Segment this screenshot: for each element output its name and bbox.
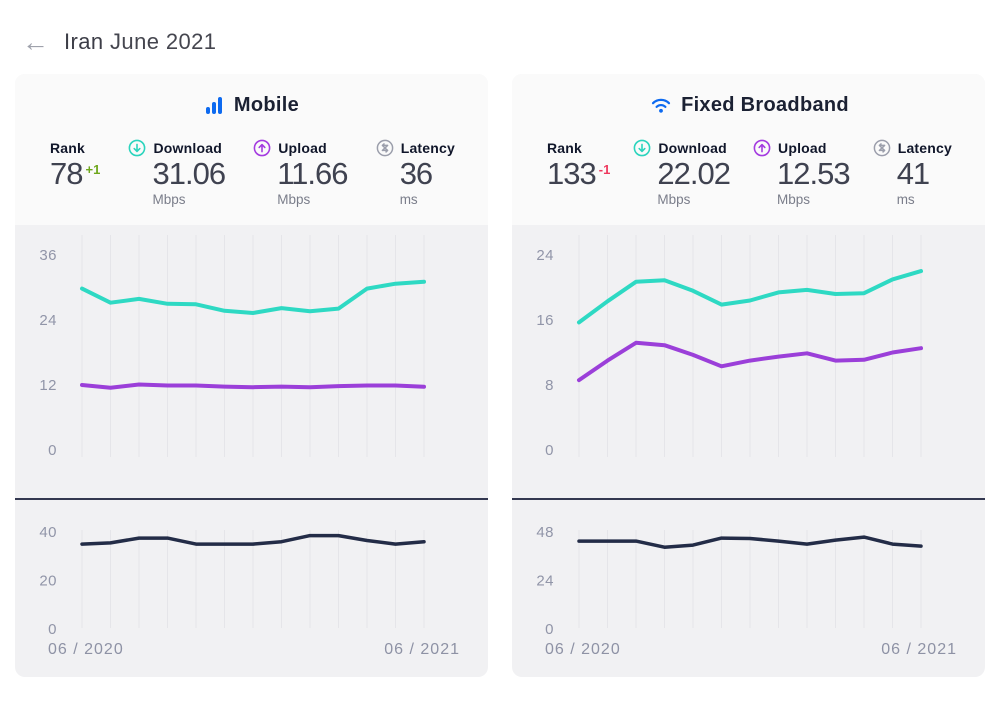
download-value: 22.02 [657,156,731,191]
fixed-charts: 24 16 8 0 48 24 0 06 / 2020 06 / 2021 [512,225,985,677]
mobile-stats-row: Rank 78 +1 Download 31.06 [50,139,455,207]
upload-value: 11.66 [277,156,348,191]
card-title-label: Fixed Broadband [681,93,849,116]
location-name: Iran [64,29,104,54]
period-label: June 2021 [110,29,217,54]
upload-unit: Mbps [277,192,311,207]
back-arrow-icon[interactable]: ← [22,27,49,57]
mobile-signal-bars-icon [205,96,225,114]
mobile-latency-chart: 40 20 0 06 / 2020 06 / 2021 [39,524,460,658]
svg-text:48: 48 [536,524,554,541]
stat-latency: Latency 36 ms [376,139,455,207]
stat-label: Download [153,140,222,156]
download-unit: Mbps [152,192,186,207]
latency-value: 36 [399,156,433,191]
latency-unit: ms [896,192,915,207]
rank-delta-badge: -1 [598,162,611,177]
stat-label: Upload [778,140,827,156]
svg-text:0: 0 [48,621,57,638]
svg-text:06 / 2021: 06 / 2021 [881,641,957,658]
fixed-latency-chart: 48 24 0 06 / 2020 06 / 2021 [536,524,957,658]
stat-label: Rank [50,140,86,156]
page-title: Iran June 2021 [64,29,216,55]
upload-unit: Mbps [777,192,811,207]
fixed-card-header: Fixed Broadband Rank 133 -1 [512,74,985,225]
latency-value: 41 [896,156,930,191]
upload-arrow-icon [253,139,271,157]
svg-text:24: 24 [39,312,57,329]
svg-text:0: 0 [48,442,57,459]
svg-text:12: 12 [39,377,57,394]
latency-ping-icon [376,139,394,157]
svg-text:06 / 2021: 06 / 2021 [384,641,460,658]
stat-label: Upload [278,140,327,156]
svg-text:20: 20 [39,573,57,590]
svg-text:0: 0 [545,442,554,459]
fixed-latency-section: 48 24 0 06 / 2020 06 / 2021 [512,498,985,677]
stat-latency: Latency 41 ms [873,139,952,207]
fixed-broadband-card: Fixed Broadband Rank 133 -1 [512,74,985,677]
download-unit: Mbps [657,192,691,207]
stat-upload: Upload 12.53 Mbps [753,139,851,207]
svg-text:24: 24 [536,573,554,590]
svg-text:06 / 2020: 06 / 2020 [545,641,621,658]
svg-text:36: 36 [39,247,57,264]
mobile-card: Mobile Rank 78 +1 [15,74,488,677]
svg-text:0: 0 [545,621,554,638]
latency-ping-icon [873,139,891,157]
mobile-card-title: Mobile [50,92,455,118]
fixed-speed-chart: 24 16 8 0 [536,235,923,459]
svg-text:24: 24 [536,247,554,264]
download-arrow-icon [633,139,651,157]
fixed-stats-row: Rank 133 -1 Download 22.02 [547,139,952,207]
upload-value: 12.53 [777,156,851,191]
mobile-speed-chart: 36 24 12 0 [39,235,426,459]
stat-download: Download 31.06 Mbps [128,139,226,207]
stat-label: Latency [897,140,952,156]
mobile-charts: 36 24 12 0 40 20 0 06 / 2020 06 / 2021 [15,225,488,677]
wifi-icon [650,97,672,114]
rank-value: 133 [547,156,597,191]
cards-row: Mobile Rank 78 +1 [15,74,985,677]
svg-text:16: 16 [536,312,554,329]
stat-label: Rank [547,140,583,156]
fixed-card-title: Fixed Broadband [547,92,952,118]
stat-rank: Rank 133 -1 [547,139,610,207]
svg-text:40: 40 [39,524,57,541]
stat-download: Download 22.02 Mbps [633,139,731,207]
download-value: 31.06 [152,156,226,191]
rank-value: 78 [50,156,83,191]
mobile-latency-section: 40 20 0 06 / 2020 06 / 2021 [15,498,488,677]
download-arrow-icon [128,139,146,157]
stat-label: Download [658,140,727,156]
stat-rank: Rank 78 +1 [50,139,100,207]
rank-delta-badge: +1 [85,162,101,177]
latency-unit: ms [399,192,418,207]
page-header: ← Iran June 2021 [0,0,1000,62]
svg-text:8: 8 [545,377,554,394]
stat-upload: Upload 11.66 Mbps [253,139,349,207]
mobile-card-header: Mobile Rank 78 +1 [15,74,488,225]
svg-text:06 / 2020: 06 / 2020 [48,641,124,658]
upload-arrow-icon [753,139,771,157]
card-title-label: Mobile [233,93,300,116]
stat-label: Latency [400,140,455,156]
